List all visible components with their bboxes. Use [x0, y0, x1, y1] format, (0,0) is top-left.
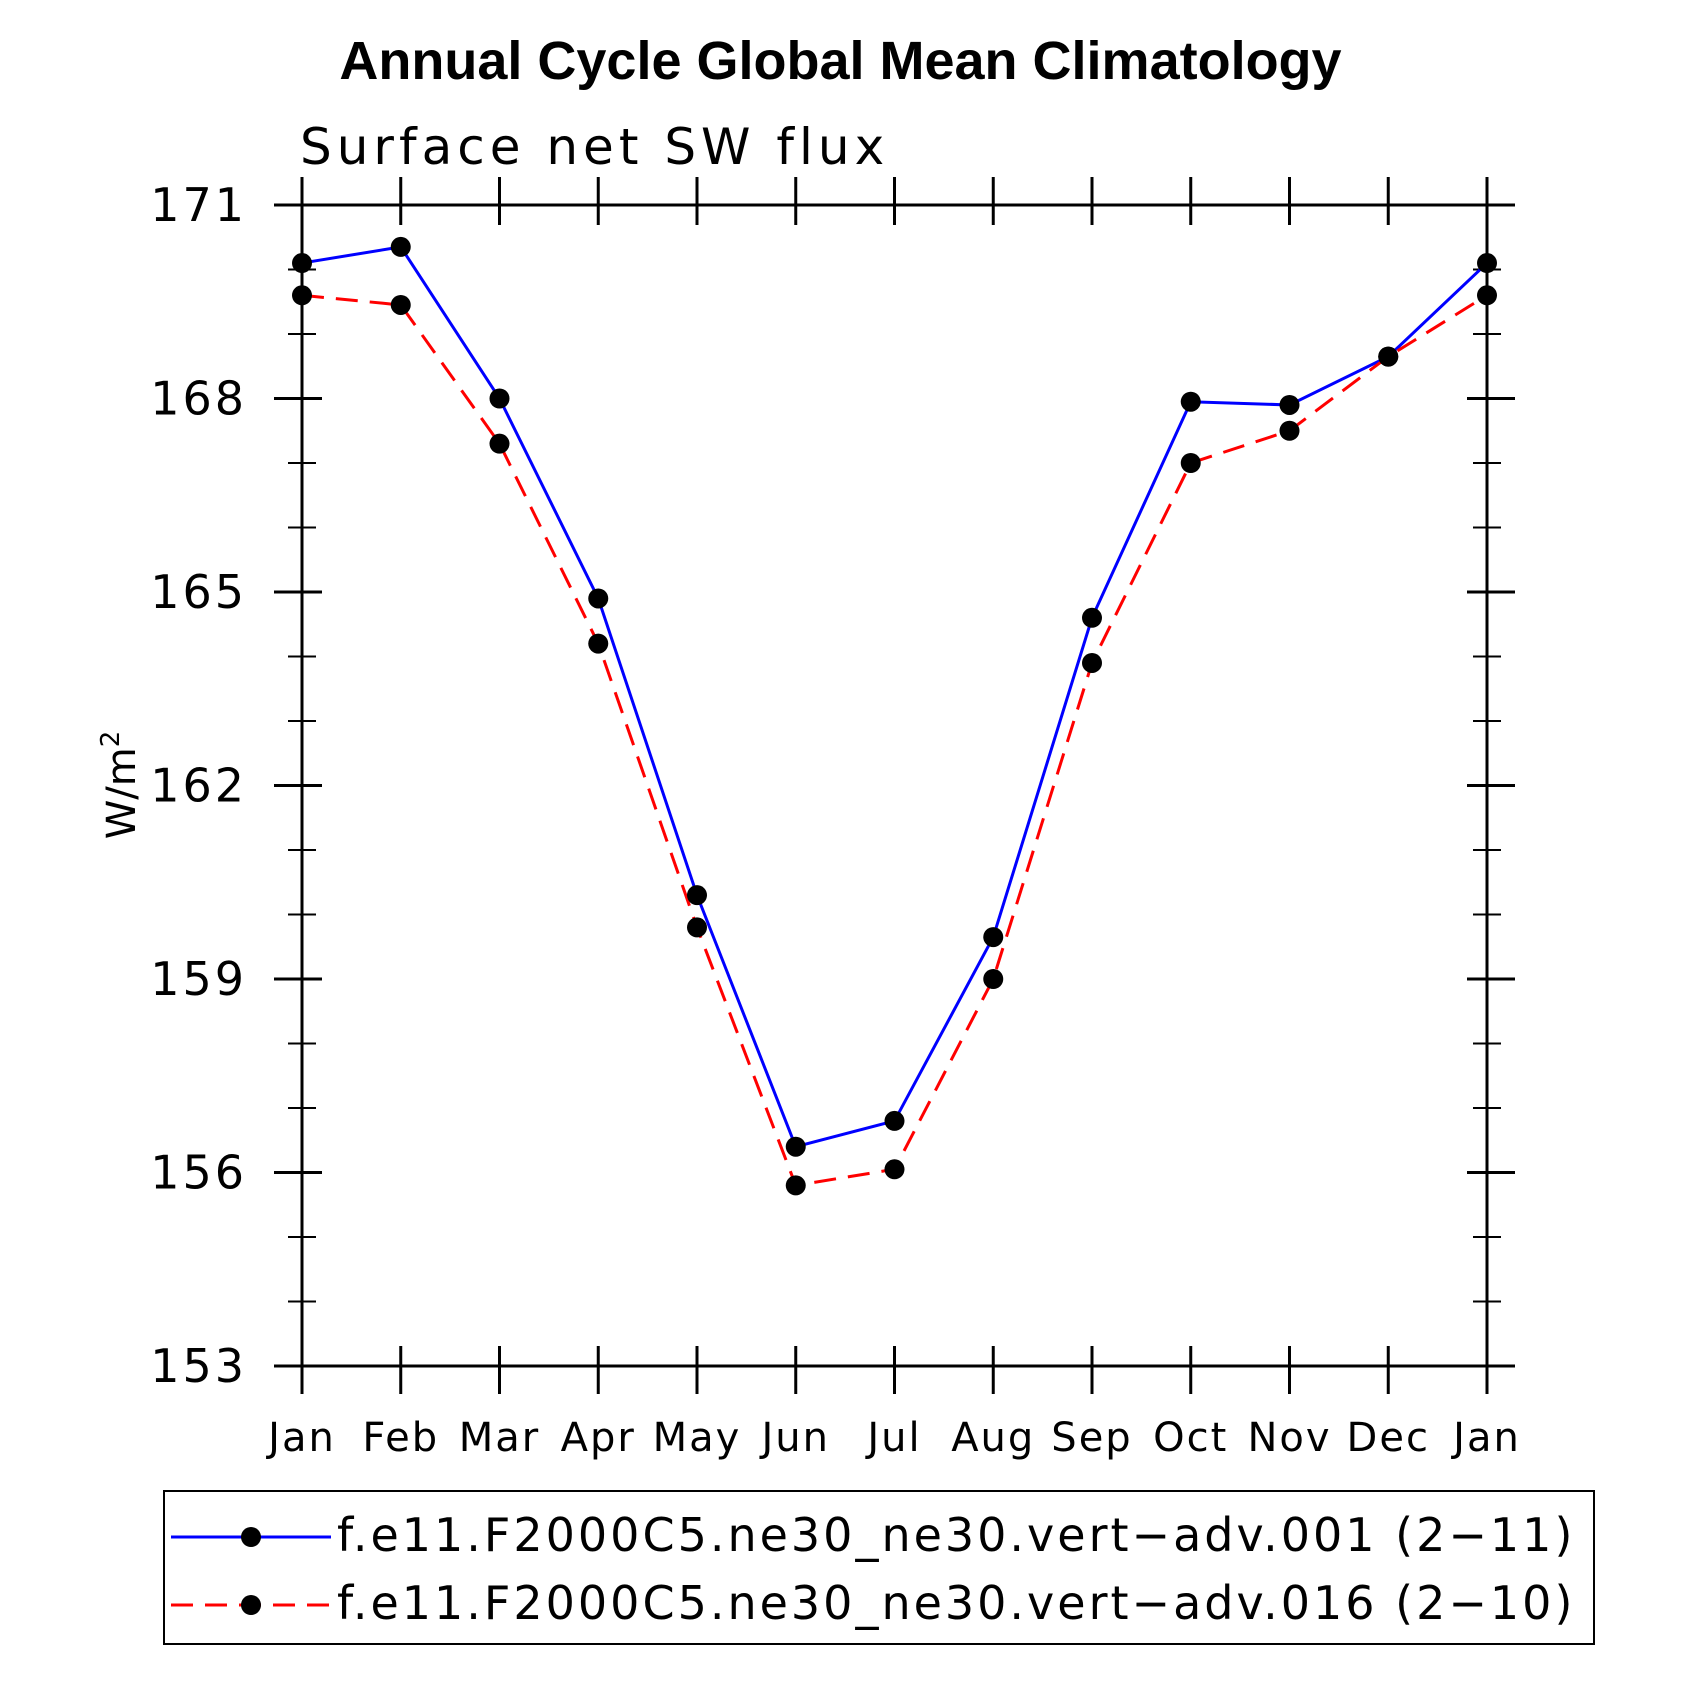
- y-axis-label-exponent: 2: [96, 731, 126, 748]
- y-axis-label: W/m2: [96, 731, 145, 840]
- data-point-series-2: [983, 969, 1004, 989]
- data-point-series-2: [687, 917, 707, 938]
- legend-label-series-2: f.e11.F2000C5.ne30_ne30.vert−adv.016 (2−…: [337, 1576, 1576, 1630]
- y-tick-label: 156: [150, 1146, 247, 1200]
- data-point-series-1: [489, 388, 510, 409]
- data-point-series-1: [1477, 253, 1497, 274]
- data-point-series-1: [588, 588, 609, 609]
- chart-subtitle: Surface net SW flux: [300, 118, 890, 176]
- series-line-1: [301, 245, 1489, 1149]
- x-tick-label: Aug: [951, 1415, 1035, 1461]
- x-tick-label: Sep: [1051, 1415, 1132, 1461]
- legend-item-series-2: f.e11.F2000C5.ne30_ne30.vert−adv.016 (2−…: [165, 1570, 1595, 1640]
- data-point-series-1: [785, 1136, 806, 1157]
- y-tick-label: 162: [150, 759, 247, 813]
- y-axis-label-unit: W/m: [99, 747, 145, 839]
- data-point-series-2: [1378, 346, 1399, 367]
- legend-label-series-1: f.e11.F2000C5.ne30_ne30.vert−adv.001 (2−…: [337, 1508, 1576, 1562]
- data-point-series-1: [292, 253, 312, 274]
- series-line-2: [301, 293, 1488, 1188]
- data-point-series-1: [1082, 607, 1102, 628]
- data-point-series-2: [292, 285, 312, 306]
- chart-title: Annual Cycle Global Mean Climatology: [339, 31, 1342, 91]
- data-point-series-2: [785, 1175, 806, 1196]
- data-point-series-2: [1180, 453, 1201, 473]
- data-point-series-2: [1279, 420, 1300, 441]
- data-point-series-2: [489, 433, 510, 454]
- y-tick-label: 159: [150, 952, 247, 1006]
- x-tick-label: Jan: [1450, 1415, 1521, 1461]
- y-tick-label: 165: [150, 565, 247, 619]
- data-point-series-1: [884, 1110, 905, 1131]
- x-tick-label: Oct: [1153, 1415, 1228, 1461]
- legend-swatch-series-2: [171, 1595, 331, 1615]
- data-point-series-2: [588, 633, 609, 654]
- x-tick-label: Jul: [864, 1415, 921, 1461]
- data-point-series-2: [884, 1159, 905, 1180]
- y-tick-label: 171: [150, 178, 247, 232]
- legend-item-series-1: f.e11.F2000C5.ne30_ne30.vert−adv.001 (2−…: [165, 1502, 1595, 1572]
- x-tick-label: Mar: [459, 1415, 540, 1461]
- data-point-series-1: [390, 236, 411, 257]
- data-point-series-2: [1477, 285, 1497, 306]
- x-tick-label: Dec: [1347, 1415, 1430, 1461]
- y-tick-label: 168: [150, 372, 247, 426]
- x-tick-label: Feb: [362, 1415, 439, 1461]
- plot-frame: [300, 203, 1489, 1368]
- data-point-series-1: [1279, 394, 1300, 415]
- data-point-series-2: [1082, 652, 1102, 673]
- data-point-series-1: [687, 885, 707, 906]
- legend: f.e11.F2000C5.ne30_ne30.vert−adv.001 (2−…: [163, 1490, 1595, 1645]
- x-tick-label: Jun: [759, 1415, 831, 1461]
- data-point-series-1: [1180, 391, 1201, 412]
- data-point-series-1: [983, 927, 1004, 948]
- x-tick-label: Jan: [265, 1415, 336, 1461]
- data-point-series-2: [390, 294, 411, 315]
- legend-marker-series-1: [241, 1527, 261, 1547]
- x-tick-label: Apr: [561, 1415, 636, 1461]
- x-tick-label: Nov: [1247, 1415, 1331, 1461]
- y-tick-label: 153: [150, 1339, 247, 1393]
- x-tick-label: May: [653, 1415, 742, 1461]
- legend-swatch-series-1: [171, 1527, 331, 1547]
- legend-marker-series-2: [241, 1595, 261, 1615]
